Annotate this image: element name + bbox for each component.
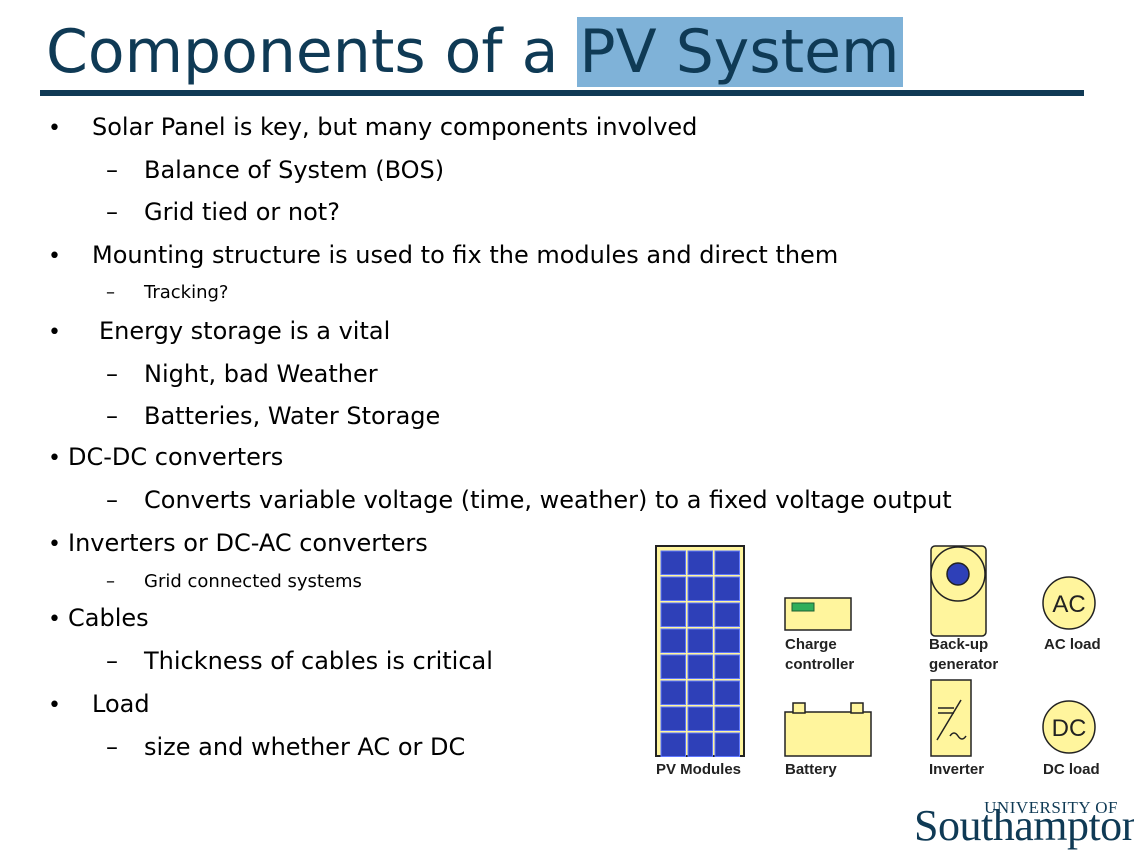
pv-cell — [660, 602, 686, 627]
sub-bullet-item: Night, bad Weather — [144, 360, 378, 388]
pv-cell — [660, 732, 686, 757]
pv-components-diagram: AC DC PV Modules Charge controller Back-… — [650, 540, 1110, 790]
backup-generator-label-1: Back-up — [929, 636, 989, 653]
dash-marker: – — [106, 402, 118, 430]
pv-cell — [687, 680, 713, 705]
pv-cell — [687, 602, 713, 627]
title-text: Components of a — [46, 17, 578, 87]
bullet-marker: • — [48, 116, 61, 141]
bullet-item: Mounting structure is used to fix the mo… — [92, 241, 839, 269]
title-highlight: PV System — [577, 17, 904, 87]
battery-label: Battery — [785, 761, 837, 778]
bullet-marker: • — [48, 532, 61, 557]
bullet-item: Energy storage is a vital — [99, 317, 391, 345]
pv-cell — [687, 654, 713, 679]
inverter-label: Inverter — [929, 761, 985, 778]
inverter-icon — [930, 679, 972, 757]
diagram-graphics: AC DC — [655, 545, 1096, 757]
bullet-item: Inverters or DC-AC converters — [68, 529, 428, 557]
dash-marker: – — [106, 733, 118, 761]
pv-cell — [660, 706, 686, 731]
pv-cell — [687, 732, 713, 757]
bullet-marker: • — [48, 244, 61, 269]
pv-module-icon — [655, 545, 745, 757]
bullet-marker: • — [48, 320, 61, 345]
pv-cell — [714, 602, 740, 627]
generator-icon — [930, 545, 987, 637]
pv-cell — [714, 706, 740, 731]
ac-load-icon — [1042, 576, 1096, 630]
slide-title: Components of a PV System — [46, 10, 904, 94]
pv-cell — [660, 654, 686, 679]
pv-cell — [660, 576, 686, 601]
dc-load-icon — [1042, 700, 1096, 754]
dash-marker: – — [106, 647, 118, 675]
pv-cell — [714, 576, 740, 601]
sub-bullet-item: Balance of System (BOS) — [144, 156, 445, 184]
sub-bullet-item: Thickness of cables is critical — [144, 647, 493, 675]
dc-symbol: DC — [1052, 715, 1087, 742]
bullet-item: Cables — [68, 604, 149, 632]
dash-marker: – — [106, 282, 115, 303]
pv-cell — [687, 550, 713, 575]
pv-cell — [714, 628, 740, 653]
dash-marker: – — [106, 360, 118, 388]
pv-cell — [714, 550, 740, 575]
pv-cell — [687, 706, 713, 731]
pv-cell — [687, 576, 713, 601]
logo-university-of: UNIVERSITY OF — [984, 798, 1118, 817]
bullet-item: Load — [92, 690, 150, 718]
logo-southampton: Southampton — [914, 801, 1134, 850]
bullet-marker: • — [48, 693, 61, 718]
dash-marker: – — [106, 198, 118, 226]
sub-bullet-item: size and whether AC or DC — [144, 733, 466, 761]
ac-symbol: AC — [1052, 591, 1085, 618]
charge-controller-label-2: controller — [785, 656, 855, 673]
pv-cell — [714, 732, 740, 757]
ac-load-label: AC load — [1044, 636, 1101, 653]
bullet-item: DC-DC converters — [68, 443, 284, 471]
pv-modules-label: PV Modules — [656, 761, 742, 778]
sub-bullet-item: Grid tied or not? — [144, 198, 340, 226]
bullet-item: Solar Panel is key, but many components … — [92, 113, 698, 141]
charge-controller-icon — [784, 597, 852, 631]
charge-controller-label-1: Charge — [785, 636, 837, 653]
sub-bullet-item: Batteries, Water Storage — [144, 402, 441, 430]
pv-cell — [660, 550, 686, 575]
title-underline — [40, 90, 1084, 96]
dc-load-label: DC load — [1043, 761, 1100, 778]
pv-cell — [714, 680, 740, 705]
sub-bullet-item: Tracking? — [144, 282, 229, 303]
battery-icon — [784, 702, 872, 757]
bullet-marker: • — [48, 607, 61, 632]
sub-bullet-item: Converts variable voltage (time, weather… — [144, 486, 952, 514]
pv-cell — [660, 628, 686, 653]
dash-marker: – — [106, 156, 118, 184]
sub-bullet-item: Grid connected systems — [144, 571, 362, 592]
dash-marker: – — [106, 571, 115, 592]
backup-generator-label-2: generator — [929, 656, 999, 673]
pv-cell — [687, 628, 713, 653]
pv-cell — [660, 680, 686, 705]
pv-cell — [714, 654, 740, 679]
dash-marker: – — [106, 486, 118, 514]
bullet-marker: • — [48, 446, 61, 471]
